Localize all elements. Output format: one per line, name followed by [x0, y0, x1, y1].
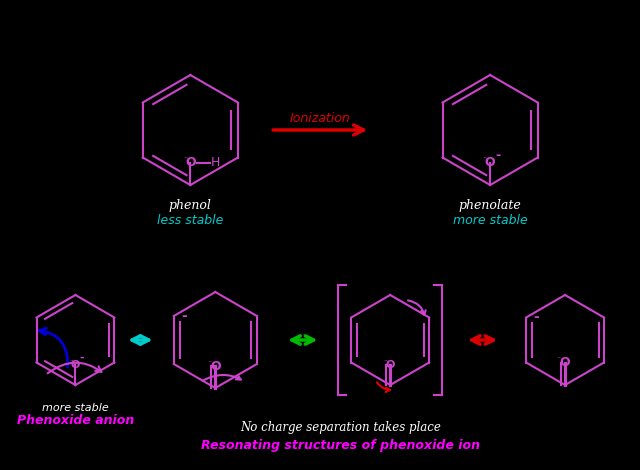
Text: -: - — [533, 311, 539, 324]
Text: O: O — [71, 360, 80, 370]
Text: -: - — [495, 149, 500, 162]
Text: Phenoxide anion: Phenoxide anion — [17, 414, 134, 426]
Text: O: O — [560, 357, 570, 369]
Text: -: - — [79, 353, 84, 363]
Text: O: O — [385, 360, 395, 370]
Text: phenol: phenol — [169, 198, 212, 212]
Text: Ionization: Ionization — [290, 111, 351, 125]
Text: phenolate: phenolate — [459, 198, 522, 212]
Text: more stable: more stable — [42, 403, 109, 413]
Text: ..: .. — [69, 356, 74, 362]
Text: -: - — [181, 309, 187, 323]
Text: ..: .. — [183, 151, 188, 160]
Text: ..: .. — [483, 151, 488, 160]
Text: ..: .. — [207, 354, 212, 363]
Text: ..: .. — [556, 352, 562, 360]
Text: less stable: less stable — [157, 213, 223, 227]
Text: O: O — [210, 360, 221, 373]
Text: more stable: more stable — [452, 213, 527, 227]
Text: No charge separation takes place: No charge separation takes place — [240, 422, 441, 434]
Text: O: O — [485, 157, 495, 170]
Text: H: H — [211, 157, 220, 170]
Text: Resonating structures of phenoxide ion: Resonating structures of phenoxide ion — [201, 439, 480, 452]
Text: O: O — [185, 157, 196, 170]
Text: ..: .. — [383, 356, 387, 362]
